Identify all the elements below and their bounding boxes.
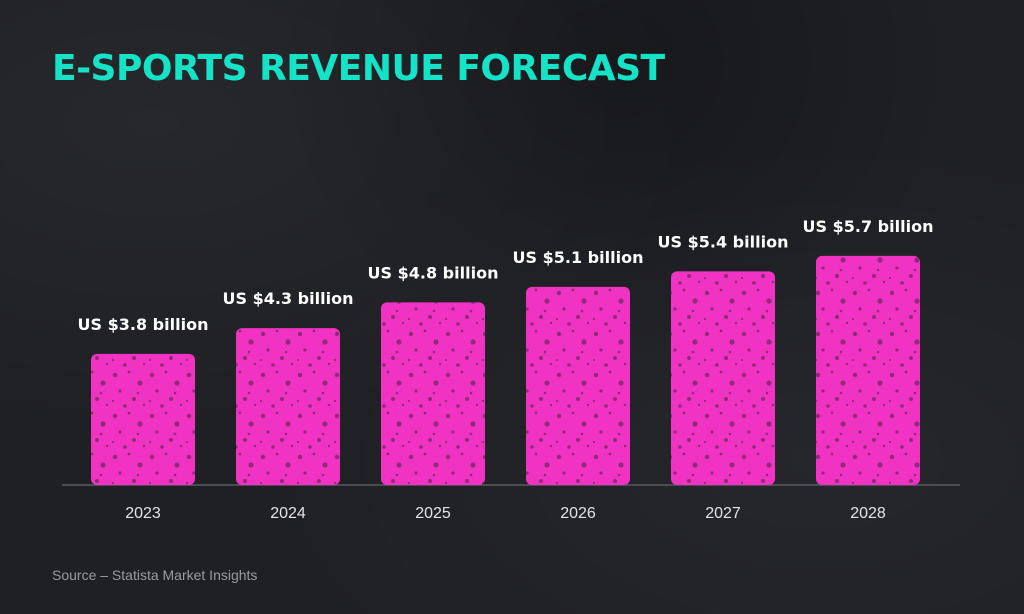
chart-title: E-SPORTS REVENUE FORECAST xyxy=(52,48,665,89)
data-label-2023: US $3.8 billion xyxy=(78,315,209,334)
data-label-2028: US $5.7 billion xyxy=(803,217,934,236)
data-label-2026: US $5.1 billion xyxy=(513,248,644,267)
bar-texture-2027 xyxy=(671,271,775,485)
bar-group-2027: US $5.4 billion 2027 xyxy=(658,232,789,522)
x-tick-label-2025: 2025 xyxy=(415,505,451,522)
bar-texture-2023 xyxy=(91,353,195,485)
x-tick-label-2024: 2024 xyxy=(270,505,306,522)
bar-texture-2026 xyxy=(526,286,630,485)
data-label-2024: US $4.3 billion xyxy=(223,289,354,308)
x-tick-label-2023: 2023 xyxy=(125,505,161,522)
bar-texture-2024 xyxy=(236,328,340,485)
bar-texture-2025 xyxy=(381,302,485,485)
bar-group-2028: US $5.7 billion 2028 xyxy=(803,217,934,522)
bar-group-2025: US $4.8 billion 2025 xyxy=(368,263,499,522)
x-tick-label-2026: 2026 xyxy=(560,505,596,522)
bar-group-2024: US $4.3 billion 2024 xyxy=(223,289,354,522)
data-label-2025: US $4.8 billion xyxy=(368,263,499,282)
x-tick-label-2028: 2028 xyxy=(850,505,886,522)
bar-group-2026: US $5.1 billion 2026 xyxy=(513,248,644,522)
bar-group-2023: US $3.8 billion 2023 xyxy=(78,315,209,522)
bar-texture-2028 xyxy=(816,255,920,485)
source-note: Source – Statista Market Insights xyxy=(52,567,258,583)
data-label-2027: US $5.4 billion xyxy=(658,232,789,251)
x-tick-label-2027: 2027 xyxy=(705,505,741,522)
